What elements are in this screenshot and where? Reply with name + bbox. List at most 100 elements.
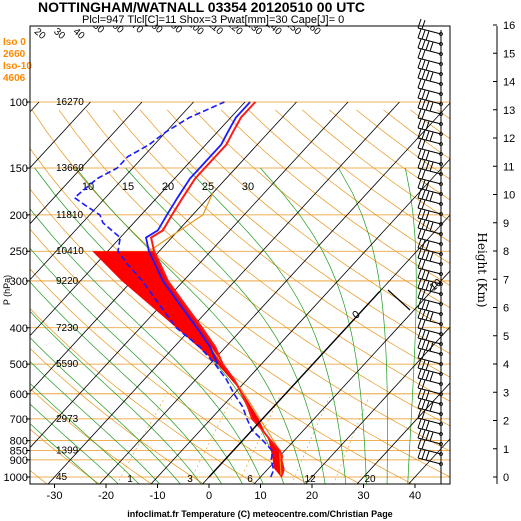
wind-barb-feather: [417, 138, 422, 149]
wind-barb-feather: [429, 372, 434, 382]
wind-barb-feather: [417, 298, 422, 309]
wind-barb-shaft: [417, 457, 442, 465]
theta-e-label: 25: [202, 181, 214, 193]
wind-barb-feather: [425, 151, 430, 161]
geopotential-label: 11810: [56, 210, 84, 221]
pressure-tick-label: 800: [10, 436, 28, 448]
wind-barb: [417, 268, 443, 286]
isotherm-line: [459, 102, 521, 485]
wind-barb: [417, 408, 443, 426]
moist-adiabat-line: [404, 167, 417, 484]
wind-barb-feather: [417, 248, 422, 259]
wind-barb-base: [439, 222, 443, 226]
wind-barb-base: [439, 32, 443, 36]
wind-barb-base: [439, 372, 443, 376]
wind-barb: [417, 78, 443, 96]
geopotential-label: 1399: [56, 446, 79, 457]
wind-barb-shaft: [417, 187, 442, 195]
wind-barb: [417, 28, 443, 46]
axes: 1001502002503004005006007008008509001000…: [4, 20, 516, 502]
wind-barb-feather: [425, 401, 430, 411]
height-tick-label: 9: [503, 218, 509, 230]
wind-barb-feather: [425, 281, 430, 291]
freezing-levels: Iso 0 2660 Iso-10 4606: [3, 37, 32, 84]
moist-adiabat-line: [75, 167, 305, 484]
hodograph-line: [387, 289, 411, 311]
moist-adiabat-line: [260, 167, 367, 484]
geopotential-label: 7230: [56, 323, 79, 334]
theta-e-label: 20: [162, 181, 174, 193]
iso-10-label: Iso-10: [3, 61, 32, 72]
wind-barb-feather: [417, 58, 422, 69]
wind-barb-shaft: [417, 237, 442, 245]
wetbulb-label: 100: [186, 19, 206, 38]
isotherm-line: [30, 101, 246, 337]
wind-barb: [417, 188, 443, 206]
wind-barb-base: [439, 252, 443, 256]
temperature-tick-label: -30: [47, 490, 63, 502]
wind-barb: [417, 298, 443, 316]
height-axis-label: Height (Km): [475, 232, 489, 307]
temperature-tick-label: -20: [98, 490, 114, 502]
dry-adiabat-line: [248, 109, 450, 264]
pressure-tick-label: 900: [10, 455, 28, 467]
wind-barb-feather: [429, 282, 434, 292]
wind-barb: [417, 198, 443, 216]
wind-barb-feather: [421, 69, 426, 80]
wind-barb-base: [439, 72, 443, 76]
wind-barb-shaft: [417, 97, 442, 105]
wind-barb-base: [439, 62, 443, 66]
moist-adiabat-line: [30, 360, 161, 484]
height-tick-label: 6: [503, 303, 509, 315]
wind-barb: [417, 348, 443, 366]
wind-barb-feather: [425, 161, 430, 171]
moist-adiabat-line: [30, 403, 119, 484]
wind-barb-feather: [429, 72, 434, 82]
wind-barb-shaft: [417, 297, 442, 305]
temperature-tick-label: -10: [150, 490, 166, 502]
pressure-tick-label: 150: [10, 163, 28, 175]
wetbulb-label: 90: [168, 20, 184, 36]
wind-barb-feather: [417, 278, 422, 289]
wind-barb-feather: [417, 418, 422, 429]
dry-adiabat-line: [166, 109, 450, 331]
wind-barb-base: [439, 192, 443, 196]
wetbulb-label: 130: [244, 19, 264, 38]
mixing-ratio-label: 20: [364, 474, 376, 485]
wind-barb-feather: [421, 149, 426, 160]
wind-barb-base: [439, 142, 443, 146]
height-tick-label: 8: [503, 246, 509, 258]
wind-barb-feather: [425, 421, 430, 431]
wind-barb-feather: [417, 88, 422, 99]
wind-barb-feather: [425, 271, 430, 281]
wind-barb-feather: [421, 79, 426, 90]
wind-barb-feather: [421, 119, 426, 130]
height-tick-label: 14: [503, 77, 515, 89]
wind-barb-feather: [417, 258, 422, 269]
wind-barb-shaft: [417, 87, 442, 95]
diagram-background: 0102030401015202530203040506070809010011…: [30, 19, 521, 485]
wind-barb-feather: [417, 308, 422, 319]
isotherm-line: [30, 101, 143, 225]
wind-barb-feather: [421, 429, 426, 440]
dry-adiabat-line: [31, 109, 450, 452]
wind-barb: [417, 258, 443, 276]
moist-adiabat-line: [186, 167, 347, 484]
wind-barb-feather: [429, 342, 434, 352]
wind-barb-feather: [417, 318, 422, 329]
wind-barb-feather: [425, 191, 430, 201]
wind-barb-base: [439, 362, 443, 366]
pressure-tick-label: 700: [10, 414, 28, 426]
wind-barb-feather: [421, 399, 426, 410]
wind-barb-feather: [425, 61, 430, 71]
pressure-tick-label: 250: [10, 246, 28, 258]
wind-barb-feather: [421, 139, 426, 150]
wind-barb: [417, 158, 443, 176]
wetbulb-label: 150: [283, 19, 303, 38]
dry-adiabat-line: [220, 109, 450, 286]
wind-barb: [417, 118, 443, 136]
wind-barb-feather: [421, 239, 426, 250]
wind-barb-base: [439, 342, 443, 346]
wind-barb-shaft: [417, 447, 442, 455]
wind-barb-feather: [417, 368, 422, 379]
